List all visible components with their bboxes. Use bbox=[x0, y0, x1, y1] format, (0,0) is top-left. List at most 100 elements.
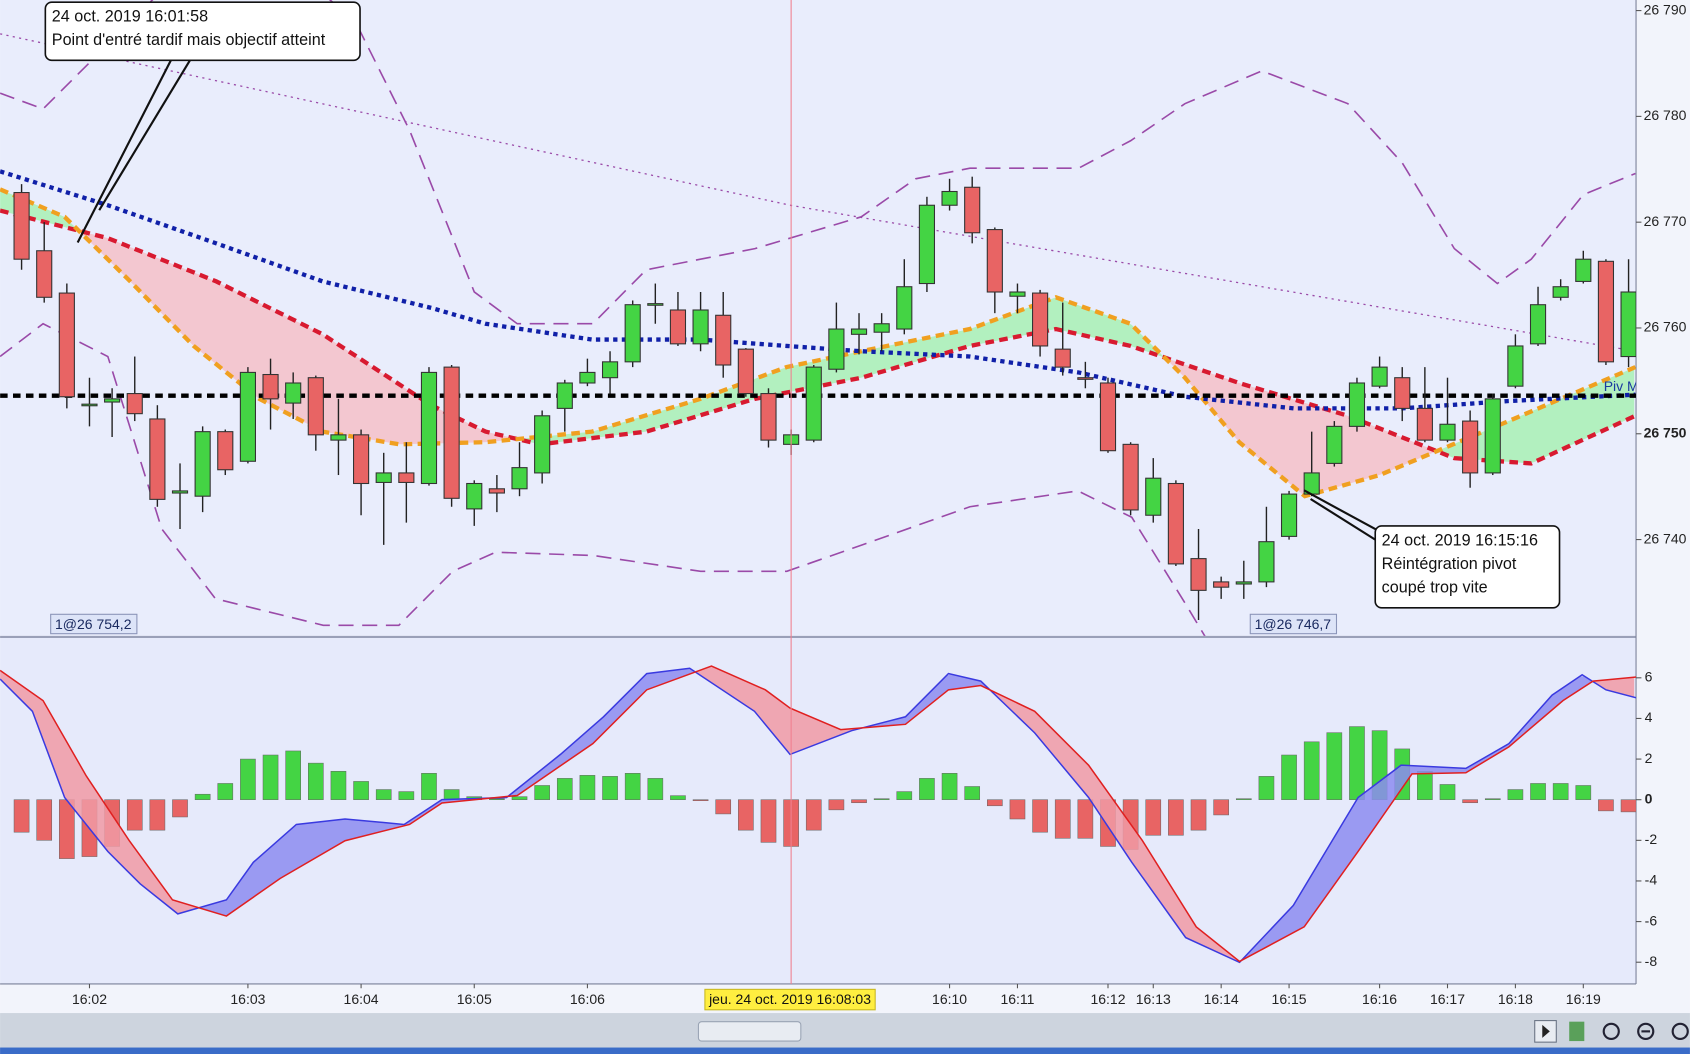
y-tick-label: 26 790 bbox=[1644, 1, 1687, 17]
candle-body bbox=[511, 467, 528, 490]
histogram-bar bbox=[1145, 799, 1162, 836]
histogram-bar bbox=[1168, 799, 1184, 836]
candle-body bbox=[624, 304, 641, 363]
indicator-line bbox=[0, 187, 1637, 499]
x-tick-label: 16:16 bbox=[1362, 991, 1397, 1007]
histogram-bar bbox=[308, 762, 324, 800]
y-tick-label: 26 750 bbox=[1644, 424, 1687, 440]
zoom-fit-icon[interactable] bbox=[1602, 1022, 1620, 1040]
candle-body bbox=[1099, 382, 1117, 452]
candle-body bbox=[194, 431, 211, 497]
fill-between bbox=[511, 668, 698, 797]
x-tick-label: 16:10 bbox=[932, 991, 967, 1007]
histogram-bar bbox=[398, 791, 415, 800]
histogram-bar bbox=[1303, 741, 1320, 800]
histogram-bar bbox=[172, 799, 188, 818]
histogram-bar bbox=[330, 770, 347, 800]
y-tick-label: -6 bbox=[1645, 912, 1658, 928]
scroll-thumb[interactable] bbox=[697, 1021, 802, 1042]
pivot-label: Piv M bbox=[1604, 378, 1639, 394]
histogram-bar bbox=[1507, 789, 1524, 800]
candle-body bbox=[398, 472, 415, 483]
candle-body bbox=[647, 303, 664, 306]
histogram-bar bbox=[692, 799, 709, 801]
position-label: 1@26 754,2 bbox=[55, 616, 132, 632]
x-tick-label: 16:11 bbox=[1000, 991, 1034, 1007]
y-tick-label: -4 bbox=[1645, 872, 1658, 888]
x-tick-label: 16:12 bbox=[1090, 991, 1125, 1007]
candle-body bbox=[1552, 286, 1569, 298]
candle-body bbox=[262, 373, 279, 400]
candle-body bbox=[737, 348, 754, 395]
candle-body bbox=[534, 415, 551, 474]
arrow-icon bbox=[1542, 1024, 1550, 1038]
histogram-bar bbox=[964, 786, 981, 800]
candle-body bbox=[556, 382, 573, 409]
candle-body bbox=[1213, 581, 1230, 588]
x-tick-label: 16:03 bbox=[230, 991, 265, 1007]
histogram-bar bbox=[443, 789, 460, 800]
fill-between bbox=[697, 666, 865, 754]
candle-body bbox=[149, 418, 166, 500]
callout-text: 24 oct. 2019 16:01:58 bbox=[52, 8, 208, 26]
histogram-bar bbox=[1620, 799, 1637, 813]
histogram-bar bbox=[851, 799, 867, 804]
axis-panel bbox=[1636, 0, 1690, 984]
fill-between bbox=[0, 670, 200, 913]
candle-body bbox=[941, 190, 958, 206]
histogram-bar bbox=[194, 793, 211, 800]
candle-body bbox=[1416, 407, 1433, 441]
y-tick-label: 26 780 bbox=[1644, 107, 1687, 123]
candle-body bbox=[715, 314, 732, 366]
position-label-box bbox=[50, 613, 138, 635]
candle-body bbox=[1462, 420, 1479, 474]
candle-body bbox=[1280, 493, 1298, 537]
callout-pointer bbox=[1303, 489, 1378, 532]
histogram-bar bbox=[556, 778, 573, 800]
macd-line bbox=[0, 665, 1637, 963]
histogram-bar bbox=[1575, 785, 1592, 800]
candle-body bbox=[58, 292, 75, 398]
histogram-bar bbox=[670, 795, 686, 800]
histogram-bar bbox=[1190, 799, 1207, 831]
candle-body bbox=[1235, 581, 1252, 585]
histogram-bar bbox=[353, 781, 369, 800]
histogram-bar bbox=[738, 799, 754, 831]
histogram-bar bbox=[285, 750, 301, 800]
zoom-in-icon[interactable] bbox=[1671, 1022, 1689, 1040]
x-tick-label: 16:13 bbox=[1136, 991, 1171, 1007]
histogram-bar bbox=[511, 796, 528, 800]
x-tick-label: 16:05 bbox=[457, 991, 492, 1007]
histogram-bar bbox=[217, 783, 234, 800]
candle-body bbox=[1190, 558, 1207, 591]
y-tick-label: 6 bbox=[1645, 669, 1653, 685]
tool-icon[interactable] bbox=[1569, 1021, 1585, 1042]
callout-text: Réintégration pivot bbox=[1382, 555, 1517, 573]
candle-body bbox=[239, 371, 256, 462]
macd-line bbox=[0, 667, 1637, 964]
histogram-bar bbox=[1213, 799, 1229, 816]
fill-between bbox=[864, 674, 992, 728]
price-plot: Piv M bbox=[0, 0, 1639, 636]
y-tick-label: 26 740 bbox=[1644, 530, 1687, 546]
x-tick-label: 16:17 bbox=[1430, 991, 1465, 1007]
histogram-bar bbox=[1281, 754, 1297, 800]
histogram-bar bbox=[1530, 783, 1546, 800]
candle-body bbox=[1167, 482, 1184, 565]
y-tick-label: -8 bbox=[1645, 953, 1658, 969]
callout-text: coupé trop vite bbox=[1382, 579, 1488, 597]
candle-body bbox=[692, 309, 709, 345]
y-tick-label: 4 bbox=[1645, 709, 1653, 725]
crosshair-label: jeu. 24 oct. 2019 16:08:03 bbox=[708, 991, 871, 1007]
candle-body bbox=[1597, 260, 1615, 363]
position-label: 1@26 746,7 bbox=[1255, 616, 1332, 632]
histogram-bar bbox=[579, 775, 596, 800]
histogram-bar bbox=[1077, 799, 1094, 839]
histogram-bar bbox=[421, 773, 437, 800]
fill-between bbox=[1167, 358, 1440, 496]
histogram-bar bbox=[715, 799, 732, 815]
zoom-out-icon[interactable] bbox=[1637, 1022, 1655, 1040]
histogram-bar bbox=[240, 758, 256, 800]
histogram-bar bbox=[36, 799, 53, 841]
candle-body bbox=[760, 393, 777, 441]
